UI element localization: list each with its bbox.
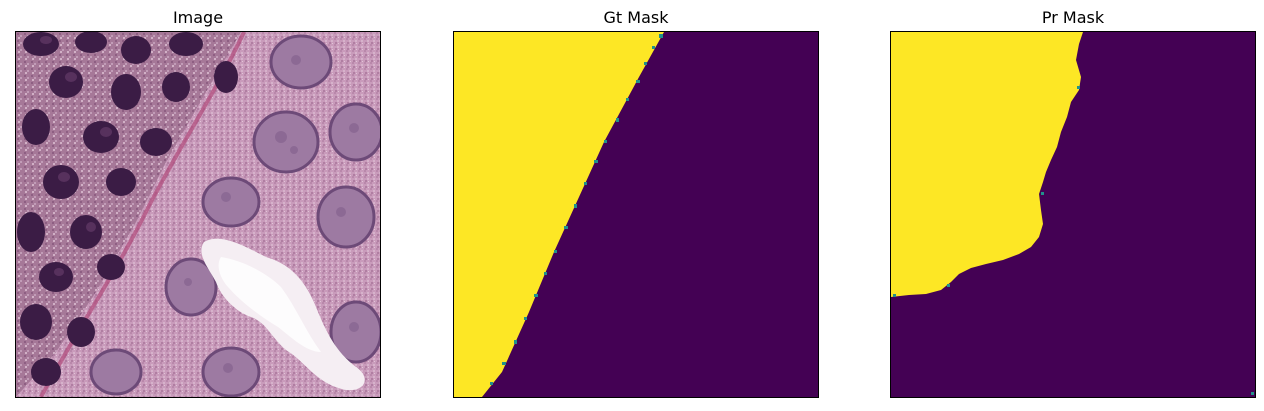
pr-mask-edge — [893, 86, 1254, 395]
nuclei-highlights — [40, 36, 112, 276]
gt-mask-foreground — [454, 32, 664, 397]
panel-image: Image — [15, 0, 381, 411]
histology-image-frame — [15, 31, 381, 398]
gt-mask-edge — [490, 34, 663, 385]
lymphocyte-region — [16, 32, 241, 397]
pr-mask-frame — [890, 31, 1256, 398]
lumen-region-inner — [218, 257, 321, 352]
panel-title-pr-mask: Pr Mask — [1041, 8, 1105, 27]
pr-mask-foreground — [891, 32, 1083, 297]
panel-gt-mask: Gt Mask — [453, 0, 819, 411]
panel-pr-mask: Pr Mask — [890, 0, 1256, 411]
pale-nuclei — [89, 34, 380, 397]
pale-nuclei-texture — [184, 55, 359, 373]
pr-mask — [891, 32, 1255, 397]
histology-image — [16, 32, 380, 397]
gt-mask — [454, 32, 818, 397]
dark-nuclei — [17, 32, 238, 386]
gt-mask-frame — [453, 31, 819, 398]
panel-title-gt-mask: Gt Mask — [603, 8, 669, 27]
panel-title-image: Image — [172, 8, 224, 27]
